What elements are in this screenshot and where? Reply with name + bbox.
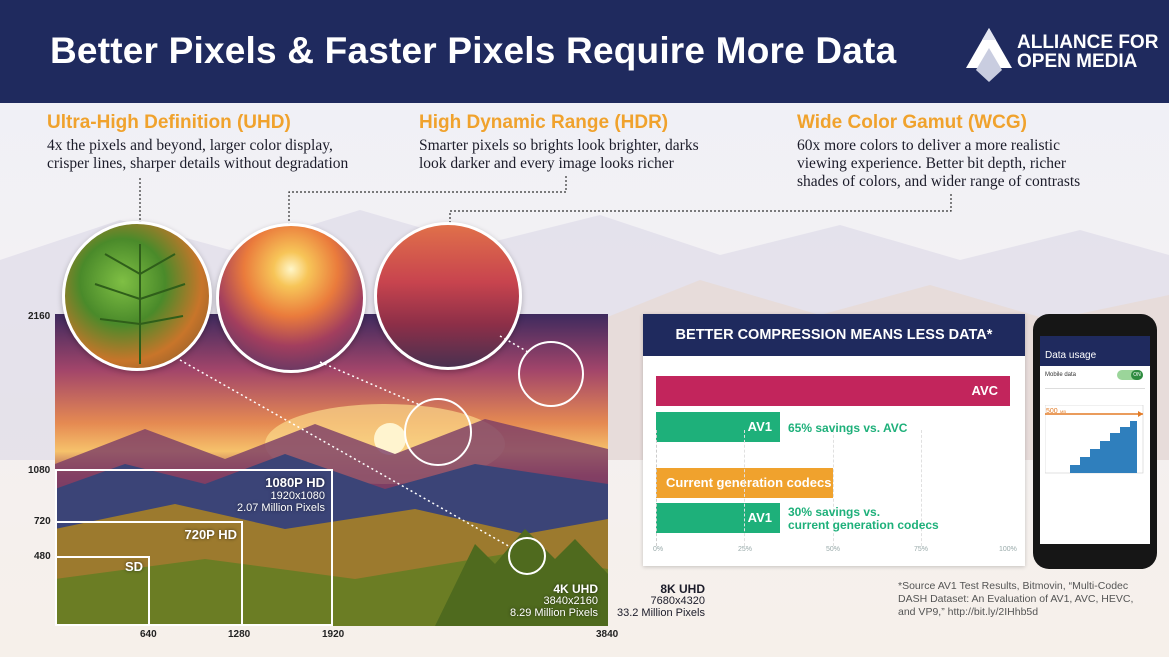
res-8k-pixels: 33.2 Million Pixels bbox=[616, 607, 705, 619]
grid-line-50 bbox=[833, 430, 835, 546]
aom-logo-icon bbox=[966, 28, 1012, 82]
tick-label: 25% bbox=[738, 546, 753, 553]
compression-bar-label: AVC bbox=[971, 383, 998, 398]
av1-current-savings-line: current generation codecs bbox=[788, 518, 939, 532]
feature-uhd: Ultra-High Definition (UHD) 4x the pixel… bbox=[47, 112, 348, 173]
phone-app-bar bbox=[1040, 336, 1150, 366]
grid-line-75 bbox=[921, 430, 923, 546]
compression-bar-1: AV1 bbox=[656, 412, 780, 442]
feature-wcg-line: 60x more colors to deliver a more realis… bbox=[797, 137, 1060, 154]
page-title: Better Pixels & Faster Pixels Require Mo… bbox=[50, 30, 897, 71]
res-720p-label: 720P HD bbox=[184, 527, 237, 542]
res-8k-label: 8K UHD bbox=[660, 582, 705, 596]
feature-hdr-line: Smarter pixels so brights look brighter,… bbox=[419, 137, 699, 154]
mobile-data-toggle[interactable]: ON bbox=[1117, 370, 1143, 380]
phone-setting-label: Mobile data bbox=[1045, 372, 1077, 378]
axis-y-label: 1080 bbox=[28, 465, 51, 476]
toggle-knob: ON bbox=[1131, 370, 1143, 380]
feature-uhd-heading: Ultra-High Definition (UHD) bbox=[47, 112, 291, 133]
logo-line-1: ALLIANCE FOR bbox=[1017, 32, 1159, 53]
compression-bar-3: AV1 bbox=[656, 503, 780, 533]
pine-detail bbox=[94, 244, 186, 364]
axis-y-label: 2160 bbox=[28, 311, 51, 322]
feature-uhd-line: crisper lines, sharper details without d… bbox=[47, 155, 349, 172]
feature-hdr: High Dynamic Range (HDR) Smarter pixels … bbox=[419, 112, 699, 173]
axis-x-label: 3840 bbox=[596, 629, 619, 640]
av1-current-savings-line: 30% savings vs. bbox=[788, 505, 881, 519]
feature-wcg-line: viewing experience. Better bit depth, ri… bbox=[797, 155, 1066, 172]
uhd-source-ring bbox=[508, 537, 546, 575]
phone-divider bbox=[1045, 388, 1145, 389]
av1-avc-savings: 65% savings vs. AVC bbox=[788, 421, 908, 435]
res-8k-dims: 7680x4320 bbox=[650, 595, 705, 607]
axis-y-label: 720 bbox=[34, 516, 51, 527]
compression-bar-0: AVC bbox=[656, 376, 1010, 406]
source-footnote: *Source AV1 Test Results, Bitmovin, “Mul… bbox=[898, 580, 1133, 619]
footnote-line: *Source AV1 Test Results, Bitmovin, “Mul… bbox=[898, 580, 1129, 592]
compression-chart: AVC AV1 Current generation codecs AV1 bbox=[656, 370, 1010, 546]
header-banner bbox=[0, 0, 1169, 103]
res-4k-pixels: 8.29 Million Pixels bbox=[509, 607, 598, 619]
res-1080p-pixels: 2.07 Million Pixels bbox=[236, 502, 325, 514]
uhd-zoom-circle bbox=[62, 221, 212, 371]
feature-hdr-line: look darker and every image looks richer bbox=[419, 155, 674, 172]
feature-wcg-line: shades of colors, and wider range of con… bbox=[797, 173, 1081, 190]
compression-bar-label: AV1 bbox=[747, 510, 772, 525]
compression-heading: BETTER COMPRESSION MEANS LESS DATA* bbox=[643, 314, 1025, 356]
phone-marker-label: 500 bbox=[1046, 408, 1058, 415]
tick-label: 100% bbox=[999, 546, 1017, 553]
logo-line-2: OPEN MEDIA bbox=[1017, 51, 1138, 72]
phone-usage-chart: 500 MB bbox=[1045, 405, 1144, 474]
axis-x-label: 1920 bbox=[322, 629, 345, 640]
tick-label: 0% bbox=[653, 546, 664, 553]
feature-wcg-heading: Wide Color Gamut (WCG) bbox=[797, 112, 1027, 133]
footnote-line: and VP9,” http://bit.ly/2IHhb5d bbox=[898, 606, 1039, 618]
res-4k-label: 4K UHD bbox=[553, 582, 598, 596]
axis-y-label: 480 bbox=[34, 551, 51, 562]
phone-marker-unit: MB bbox=[1060, 409, 1066, 414]
res-1080p-dims: 1920x1080 bbox=[270, 490, 325, 502]
feature-wcg: Wide Color Gamut (WCG) 60x more colors t… bbox=[797, 112, 1080, 191]
compression-bar-label: AV1 bbox=[747, 419, 772, 434]
res-1080p-label: 1080P HD bbox=[265, 475, 325, 490]
logo-text: ALLIANCE FOR OPEN MEDIA bbox=[1017, 33, 1158, 71]
hdr-zoom-circle bbox=[216, 223, 366, 373]
res-box-sd bbox=[55, 556, 150, 626]
wcg-zoom-circle bbox=[374, 222, 522, 370]
landscape-illustration bbox=[55, 404, 608, 626]
axis-x-label: 640 bbox=[140, 629, 157, 640]
feature-uhd-line: 4x the pixels and beyond, larger color d… bbox=[47, 137, 333, 154]
res-sd-label: SD bbox=[124, 559, 143, 574]
tick-label: 50% bbox=[826, 546, 841, 553]
hdr-source-ring bbox=[404, 398, 472, 466]
footnote-line: DASH Dataset: An Evaluation of AV1, AVC,… bbox=[898, 593, 1134, 605]
grid-line-25 bbox=[744, 430, 746, 546]
feature-hdr-heading: High Dynamic Range (HDR) bbox=[419, 112, 669, 133]
axis-x-label: 1280 bbox=[228, 629, 251, 640]
compression-bar-label: Current generation codecs bbox=[666, 475, 832, 490]
phone-app-title: Data usage bbox=[1045, 350, 1097, 361]
tick-label: 75% bbox=[914, 546, 929, 553]
grid-line-0 bbox=[656, 430, 658, 546]
wcg-source-ring bbox=[518, 341, 584, 407]
res-4k-dims: 3840x2160 bbox=[543, 595, 598, 607]
